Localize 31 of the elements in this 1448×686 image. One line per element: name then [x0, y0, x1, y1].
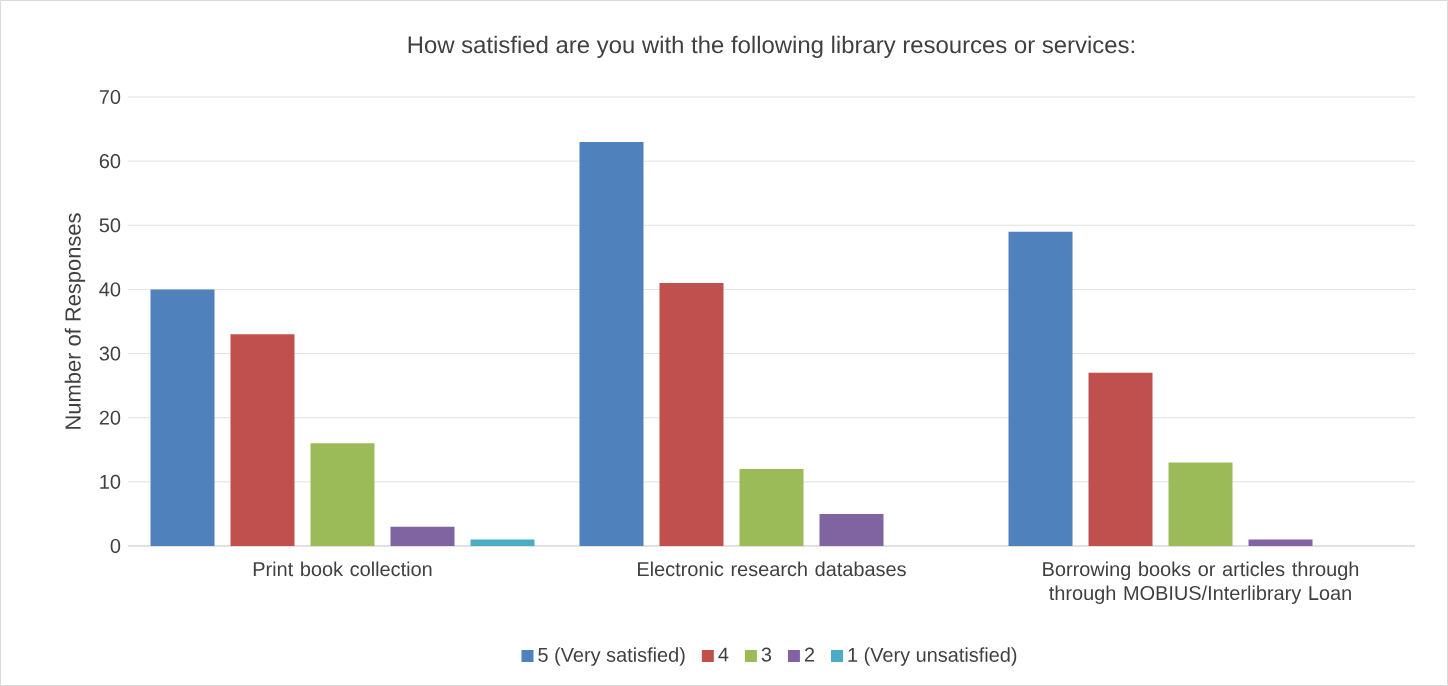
bar — [1088, 372, 1153, 546]
y-tick-label: 40 — [99, 282, 121, 297]
x-tick-label: Borrowing books or articles through through MOBIUS/Interlibrary Loan — [1043, 561, 1359, 605]
y-axis-title: Number of Responses — [64, 213, 86, 429]
y-tick-label: 0 — [110, 538, 121, 554]
bar — [1008, 231, 1073, 546]
y-tick-label: 70 — [99, 89, 121, 105]
bar — [739, 469, 804, 546]
chart-title: How satisfied are you with the following library resources or services: — [408, 35, 1134, 59]
bar — [579, 141, 644, 546]
y-tick-label: 30 — [99, 346, 121, 361]
bar — [310, 443, 375, 546]
x-tick-label: Print book collection — [253, 561, 432, 577]
bar — [470, 539, 535, 546]
y-tick-label: 10 — [100, 474, 121, 489]
bar — [230, 334, 295, 546]
y-tick-label: 20 — [99, 410, 121, 425]
x-tick-label: Electronic research databases — [638, 561, 906, 577]
bar — [1248, 539, 1313, 546]
legend-label: 4 — [718, 647, 729, 662]
bar — [819, 513, 884, 546]
y-tick-label: 60 — [99, 154, 121, 169]
bar — [150, 289, 215, 546]
bar — [1168, 462, 1233, 546]
legend-label: 1 (Very unsatisfied) — [848, 647, 1017, 666]
legend-label: 5 (Very satisfied) — [538, 647, 685, 666]
y-tick-label: 50 — [99, 218, 121, 233]
legend-label: 3 — [761, 647, 772, 662]
legend-label: 2 — [804, 647, 815, 662]
bar — [659, 283, 724, 546]
bar — [390, 526, 455, 546]
